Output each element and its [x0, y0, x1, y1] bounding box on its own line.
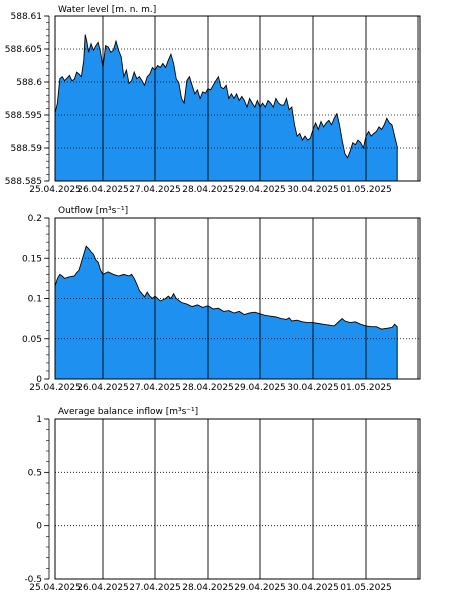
- data-area: [54, 34, 398, 182]
- y-tick-label: -0.5: [24, 575, 42, 585]
- y-tick-label: 1: [36, 415, 42, 425]
- y-tick-label: 588.59: [11, 144, 43, 154]
- x-tick-label: 27.04.2025: [129, 383, 181, 393]
- x-tick-label: 26.04.2025: [77, 583, 129, 593]
- x-tick-label: 26.04.2025: [77, 383, 129, 393]
- x-tick-label: 01.05.2025: [340, 185, 392, 195]
- chart-panel-2: Outflow [m³s⁻¹] 0.2 0.15 0.1 0.05 025.04.2025…: [22, 206, 421, 393]
- chart-panel-1: Water level [m. n. m.] 588.61 588.605 588.6…: [5, 5, 421, 195]
- x-tick-label: 27.04.2025: [129, 185, 181, 195]
- y-tick-label: 0: [36, 522, 42, 532]
- x-tick-label: 01.05.2025: [340, 583, 392, 593]
- y-tick-label: 588.595: [5, 111, 42, 121]
- x-tick-label: 30.04.2025: [287, 583, 339, 593]
- x-tick-label: 28.04.2025: [182, 583, 234, 593]
- x-tick-label: 29.04.2025: [234, 583, 286, 593]
- plot-frame: [54, 15, 421, 182]
- x-tick-label: 25.04.2025: [29, 583, 81, 593]
- y-tick-label: 588.605: [5, 45, 42, 55]
- x-tick-label: 29.04.2025: [234, 383, 286, 393]
- x-tick-label: 28.04.2025: [182, 383, 234, 393]
- data-area: [54, 245, 398, 380]
- chart-title: Average balance inflow [m³s⁻¹]: [58, 407, 198, 417]
- x-tick-label: 26.04.2025: [77, 185, 129, 195]
- chart-title: Outflow [m³s⁻¹]: [58, 206, 128, 216]
- x-tick-label: 28.04.2025: [182, 185, 234, 195]
- x-tick-label: 30.04.2025: [287, 185, 339, 195]
- y-tick-label: 0: [36, 375, 42, 385]
- y-tick-label: 588.6: [16, 78, 42, 88]
- x-tick-label: 27.04.2025: [129, 583, 181, 593]
- y-tick-label: 0.1: [28, 295, 42, 305]
- y-tick-label: 0.5: [28, 468, 42, 478]
- plot-frame: [54, 217, 421, 380]
- y-tick-label: 0.15: [22, 254, 42, 264]
- chart-panel-3: Average balance inflow [m³s⁻¹]10.50-0.52…: [24, 407, 421, 593]
- y-tick-label: 588.61: [11, 12, 43, 22]
- x-tick-label: 25.04.2025: [29, 185, 81, 195]
- chart-title: Water level [m. n. m.]: [58, 5, 156, 15]
- y-tick-label: 0.05: [22, 335, 42, 345]
- x-tick-label: 30.04.2025: [287, 383, 339, 393]
- x-tick-label: 29.04.2025: [234, 185, 286, 195]
- y-tick-label: 0.2: [28, 214, 42, 224]
- x-tick-label: 01.05.2025: [340, 383, 392, 393]
- x-tick-label: 25.04.2025: [29, 383, 81, 393]
- y-tick-label: 588.585: [5, 177, 42, 187]
- plot-frame: [54, 418, 421, 580]
